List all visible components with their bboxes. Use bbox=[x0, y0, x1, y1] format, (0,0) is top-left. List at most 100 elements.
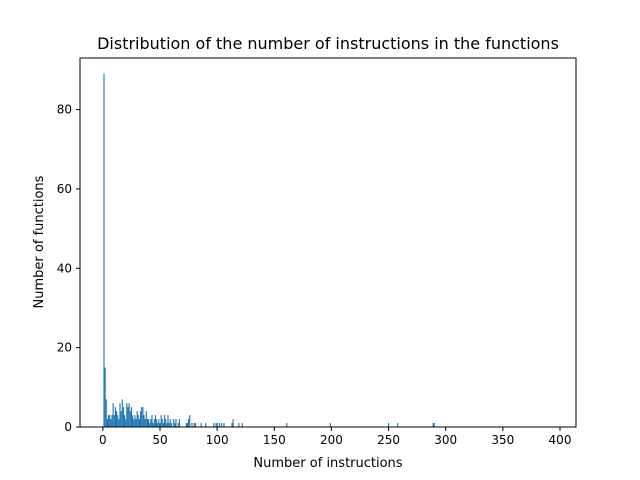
y-axis-label: Number of functions bbox=[32, 175, 47, 308]
y-tick-label: 60 bbox=[57, 182, 72, 196]
histogram-bar bbox=[132, 415, 134, 427]
histogram-bar bbox=[388, 423, 390, 427]
histogram-bar bbox=[125, 419, 127, 427]
histogram-bar bbox=[200, 423, 202, 427]
histogram-bar bbox=[127, 407, 129, 427]
histogram-bar bbox=[162, 423, 164, 427]
x-tick-label: 400 bbox=[549, 433, 572, 447]
histogram-bar bbox=[160, 415, 162, 427]
histogram-bar bbox=[106, 419, 108, 427]
histogram-bar bbox=[157, 423, 159, 427]
histogram-bar bbox=[397, 423, 399, 427]
histogram-bar bbox=[165, 419, 167, 427]
histogram-bar bbox=[169, 419, 171, 427]
histogram-bar bbox=[120, 411, 122, 427]
histogram-bar bbox=[112, 403, 114, 427]
x-tick-label: 0 bbox=[99, 433, 107, 447]
histogram-bar bbox=[154, 415, 156, 427]
histogram-bar bbox=[223, 423, 225, 427]
histogram-bar bbox=[129, 411, 131, 427]
histogram-bar bbox=[116, 411, 118, 427]
histogram-bar bbox=[128, 403, 130, 427]
histogram-bar bbox=[130, 407, 132, 427]
histogram-bar bbox=[146, 419, 148, 427]
histogram-bar bbox=[104, 367, 106, 427]
histogram-bar bbox=[152, 423, 154, 427]
histogram-bar bbox=[231, 423, 233, 427]
histogram-bar bbox=[173, 419, 175, 427]
histogram-bar bbox=[213, 423, 215, 427]
histogram-bar bbox=[121, 399, 123, 427]
y-tick-label: 80 bbox=[57, 103, 72, 117]
histogram-bar bbox=[158, 419, 160, 427]
histogram-bar bbox=[136, 411, 138, 427]
histogram-bar bbox=[174, 423, 176, 427]
histogram-bar bbox=[166, 423, 168, 427]
histogram-bar bbox=[114, 407, 116, 427]
histogram-bar bbox=[113, 415, 115, 427]
histogram-bar bbox=[124, 415, 126, 427]
bars bbox=[103, 73, 435, 428]
histogram-bar bbox=[177, 423, 179, 427]
histogram-bar bbox=[135, 419, 137, 427]
histogram-bar bbox=[144, 419, 146, 427]
histogram-bar bbox=[193, 423, 195, 427]
histogram-bar bbox=[151, 415, 153, 427]
histogram-bar bbox=[188, 419, 190, 427]
histogram-bar bbox=[286, 423, 288, 427]
histogram-bar bbox=[216, 423, 218, 427]
histogram-bar bbox=[134, 415, 136, 427]
histogram-bar bbox=[167, 415, 169, 427]
histogram-bar bbox=[141, 407, 143, 427]
histogram-bar bbox=[189, 415, 191, 427]
histogram-bar bbox=[126, 403, 128, 427]
y-axis-ticks: 0 20 40 60 80 bbox=[57, 103, 80, 434]
histogram-bar bbox=[185, 423, 187, 427]
histogram-bar bbox=[432, 423, 434, 427]
x-tick-label: 100 bbox=[206, 433, 229, 447]
y-tick-label: 20 bbox=[57, 341, 72, 355]
histogram-bar bbox=[170, 423, 172, 427]
histogram-bar bbox=[238, 423, 240, 427]
histogram-bar bbox=[433, 423, 435, 427]
histogram-bar bbox=[110, 419, 112, 427]
histogram-bar bbox=[241, 423, 243, 427]
histogram-bar bbox=[159, 423, 161, 427]
x-tick-label: 200 bbox=[320, 433, 343, 447]
histogram-bar bbox=[142, 407, 144, 427]
histogram-bar bbox=[194, 423, 196, 427]
histogram-bar bbox=[150, 419, 152, 427]
histogram-bar bbox=[164, 415, 166, 427]
histogram-bar bbox=[161, 419, 163, 427]
histogram-bar bbox=[118, 419, 120, 427]
histogram-bar bbox=[119, 403, 121, 427]
histogram-bar bbox=[215, 423, 217, 427]
histogram-bar bbox=[232, 419, 234, 427]
y-tick-label: 40 bbox=[57, 261, 72, 275]
plot-frame bbox=[79, 57, 577, 428]
x-tick-label: 300 bbox=[434, 433, 457, 447]
x-tick-label: 150 bbox=[263, 433, 286, 447]
histogram-bar bbox=[205, 423, 207, 427]
x-axis-ticks: 0 50 100 150 200 250 300 350 400 bbox=[99, 427, 571, 447]
histogram-bar bbox=[156, 419, 158, 427]
x-axis-label: Number of instructions bbox=[253, 456, 402, 471]
histogram-bar bbox=[149, 423, 151, 427]
histogram-bar bbox=[221, 423, 223, 427]
histogram-bar bbox=[143, 415, 145, 427]
histogram-bar bbox=[191, 423, 193, 427]
x-tick-label: 50 bbox=[152, 433, 167, 447]
chart-title: Distribution of the number of instructio… bbox=[97, 34, 559, 53]
histogram-bar bbox=[111, 415, 113, 427]
y-tick-label: 0 bbox=[64, 420, 72, 434]
histogram-bar bbox=[108, 415, 110, 427]
histogram-bar bbox=[175, 419, 177, 427]
histogram-bar bbox=[148, 419, 150, 427]
histogram-bar bbox=[117, 415, 119, 427]
histogram-bar bbox=[105, 399, 107, 427]
histogram-bar bbox=[178, 419, 180, 427]
histogram-bar bbox=[218, 423, 220, 427]
x-tick-label: 250 bbox=[377, 433, 400, 447]
